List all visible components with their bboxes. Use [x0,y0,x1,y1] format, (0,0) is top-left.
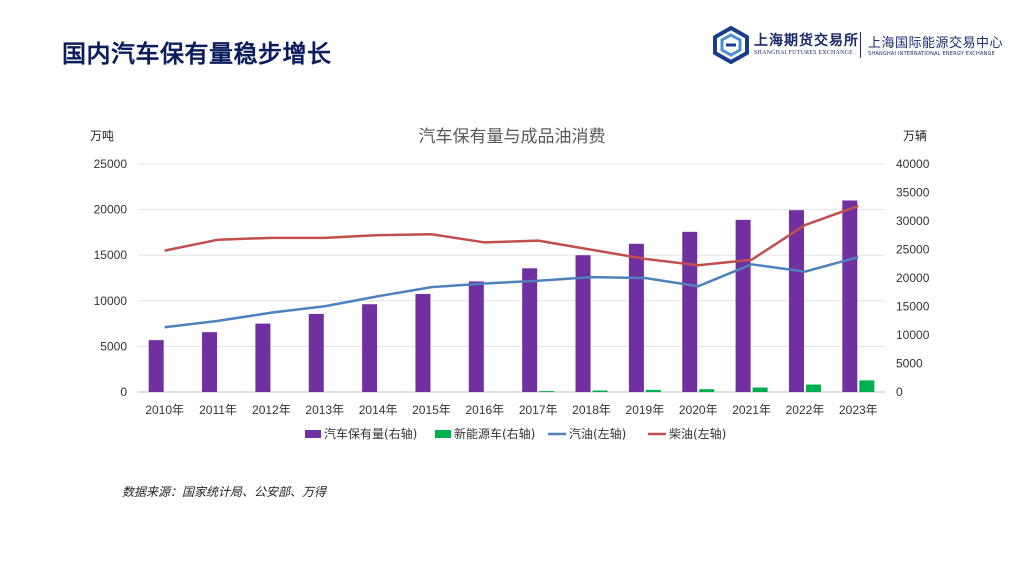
right-axis-ticks: 0 5000 10000 15000 20000 25000 30000 35000 40000 [896,157,930,399]
left-axis-ticks: 0 5000 10000 15000 20000 25000 [94,157,128,399]
legend-label: 新能源车(右轴) [454,426,535,441]
x-tick-label: 2012年 [252,403,291,417]
series-line [164,255,859,329]
x-axis-ticks: 2010年 2011年 2012年 2013年 2014年 2015年 2016年 2017年… [145,403,877,417]
left-axis-unit: 万吨 [90,129,114,143]
legend-swatch [435,430,451,438]
bar [575,255,591,392]
x-tick-label: 2019年 [626,403,665,417]
bar [148,340,164,392]
right-tick-label: 40000 [896,157,930,171]
right-tick-label: 5000 [896,357,923,371]
logo-primary-cn: 上海期货交易所 [754,33,859,49]
left-tick-label: 10000 [94,294,128,308]
bar [255,323,271,392]
line-series [164,204,859,329]
exchange-logo-icon [713,26,749,64]
x-tick-label: 2021年 [732,403,771,417]
bar [522,268,538,392]
right-tick-label: 35000 [896,186,930,200]
x-tick-label: 2013年 [305,403,344,417]
bar [415,293,431,392]
right-tick-label: 25000 [896,243,930,257]
legend-label: 汽车保有量(右轴) [324,426,417,441]
series-line [164,204,859,267]
x-tick-label: 2014年 [359,403,398,417]
exchange-logo: 上海期货交易所 SHANGHAI FUTURES EXCHANGE 上海国际能源… [712,26,1012,66]
legend-label: 汽油(左轴) [569,426,626,441]
x-tick-label: 2023年 [839,403,878,417]
x-tick-label: 2018年 [572,403,611,417]
right-tick-label: 15000 [896,300,930,314]
logo-separator [860,32,861,58]
x-tick-label: 2010年 [145,403,184,417]
bar [645,389,661,392]
bar [468,281,484,392]
bar-series [148,200,875,392]
right-tick-label: 0 [896,385,903,399]
bar [735,219,751,392]
bar [842,200,858,392]
logo-primary-en: SHANGHAI FUTURES EXCHANGE [754,50,854,56]
gridlines [138,163,885,393]
legend: 汽车保有量(右轴) 新能源车(右轴) 汽油(左轴) 柴油(左轴) [305,426,726,441]
left-tick-label: 15000 [94,248,128,262]
bar [788,210,804,392]
bar [859,380,875,392]
bar [752,387,768,392]
bar [628,243,644,392]
bar [362,304,378,392]
right-axis-unit: 万辆 [903,129,927,143]
left-tick-label: 5000 [100,339,127,353]
bar [308,313,324,392]
bar [699,389,715,392]
left-tick-label: 0 [120,385,127,399]
bar [592,390,608,392]
x-tick-label: 2015年 [412,403,451,417]
bar [202,332,218,392]
legend-label: 柴油(左轴) [669,426,726,441]
chart-title: 汽车保有量与成品油消费 [419,127,606,147]
x-tick-label: 2011年 [199,403,237,417]
x-tick-label: 2016年 [465,403,504,417]
bar [805,384,821,392]
bar [682,231,698,392]
slide-title: 国内汽车保有量稳步增长 [62,40,332,68]
logo-secondary-en: SHANGHAI INTERNATIONAL ENERGY EXCHANGE [868,51,995,57]
right-tick-label: 20000 [896,271,930,285]
right-tick-label: 30000 [896,214,930,228]
legend-swatch [305,430,321,438]
left-tick-label: 20000 [94,203,128,217]
x-tick-label: 2017年 [519,403,558,417]
x-tick-label: 2022年 [786,403,825,417]
left-tick-label: 25000 [94,157,128,171]
logo-secondary-cn: 上海国际能源交易中心 [868,36,1004,51]
bar [539,391,555,392]
right-tick-label: 10000 [896,328,930,342]
x-tick-label: 2020年 [679,403,718,417]
data-source-note: 数据来源：国家统计局、公安部、万得 [122,485,327,499]
